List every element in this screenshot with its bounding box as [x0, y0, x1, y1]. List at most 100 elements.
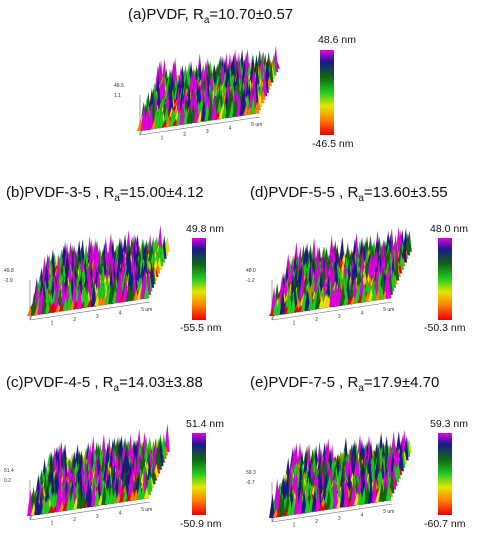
surface-peak: [378, 284, 385, 300]
afm-surface-b: 1 2 3 4 5 um 49.8 -2.9: [4, 225, 170, 327]
z-top-label: 51.4: [4, 468, 14, 474]
scale-min-label: -46.5 nm: [312, 138, 354, 150]
surface-peak: [360, 284, 367, 303]
surface-peak: [211, 92, 218, 121]
surface-peak: [90, 281, 97, 307]
surface-peak: [48, 505, 55, 513]
surface-peak: [90, 479, 97, 507]
x-tick-label: 3: [96, 314, 99, 320]
x-tick-label: 3: [96, 514, 99, 520]
surface-peak: [37, 491, 44, 515]
x-tick-label: 5 um: [383, 509, 394, 515]
color-scale-bar: [438, 238, 452, 320]
afm-surface-c: 1 2 3 4 5 um 51.4 0.2: [4, 424, 170, 527]
scale-min-label: -50.9 nm: [180, 518, 222, 530]
surface-peak: [108, 485, 115, 504]
surface-peak: [136, 482, 143, 500]
surface-peak: [101, 483, 108, 506]
surface-peak: [286, 497, 293, 516]
surface-peak: [30, 292, 37, 316]
x-tick-label: 5 um: [383, 307, 394, 313]
x-tick-label: 3: [206, 129, 209, 135]
scale-max-label: 59.3 nm: [430, 418, 468, 430]
x-tick-label: 5 um: [141, 307, 152, 313]
x-tick-label: 1: [161, 136, 164, 142]
surface-peak: [249, 94, 256, 115]
surface-peak: [143, 486, 150, 499]
x-tick-label: 4: [119, 510, 122, 516]
panel-title: (a)PVDF, Ra=10.70±0.57: [128, 6, 294, 26]
surface-peak: [286, 295, 293, 314]
surface-peak: [343, 480, 350, 508]
z-bottom-label: -0.7: [246, 480, 255, 486]
surface-peak: [321, 293, 328, 309]
surface-peak: [158, 109, 165, 128]
surface-peak: [385, 272, 392, 299]
surface-peak: [311, 487, 318, 512]
panel-b: (b)PVDF-3-5 , Ra=15.00±4.12 1 2 3 4 5 um 49.8…: [0, 180, 242, 360]
surface-peak: [44, 495, 51, 514]
panel-c: (c)PVDF-4-5 , Ra=14.03±3.88 1 2 3 4 5 um 51.4…: [0, 370, 242, 550]
scale-max-label: 48.6 nm: [318, 34, 356, 46]
afm-surface-e: 1 2 3 4 5 um 59.3 -0.7: [246, 430, 412, 529]
panel-title: (d)PVDF-5-5 , Ra=13.60±3.55: [250, 184, 448, 204]
surface-peak: [129, 280, 136, 301]
surface-peak: [186, 103, 193, 124]
x-tick-label: 1: [51, 521, 54, 527]
surface-peak: [242, 104, 249, 116]
scale-min-label: -60.7 nm: [424, 518, 466, 530]
surface-peak: [272, 297, 279, 316]
surface-peak: [179, 97, 186, 125]
surface-peak: [27, 489, 33, 517]
surface-peak: [279, 494, 286, 517]
x-tick-label: 4: [361, 512, 364, 518]
scale-max-label: 48.0 nm: [430, 223, 468, 235]
surface-peak: [76, 280, 83, 309]
surface-peak: [272, 507, 279, 518]
surface-peak: [34, 491, 41, 516]
surface-peak: [104, 486, 111, 505]
x-tick-label: 2: [183, 132, 186, 138]
surface-peak: [204, 101, 211, 122]
surface-peak: [371, 285, 378, 301]
x-tick-label: 5 um: [251, 122, 262, 128]
surface-peak: [140, 103, 147, 131]
surface-peak: [339, 283, 346, 306]
scale-max-label: 49.8 nm: [186, 223, 224, 235]
color-scale-bar: [192, 433, 206, 515]
surface-peak: [147, 101, 154, 130]
surface-peak: [332, 480, 339, 509]
surface-peak: [139, 273, 146, 300]
surface-peak: [115, 491, 122, 503]
x-tick-label: 5 um: [141, 507, 152, 513]
scale-min-label: -50.3 nm: [424, 322, 466, 334]
afm-surface-a: 1 2 3 4 5 um 48.6 1.1: [114, 46, 280, 142]
z-top-label: 49.8: [4, 268, 14, 274]
x-tick-label: 2: [315, 317, 318, 323]
scale-max-label: 51.4 nm: [186, 418, 224, 430]
z-bottom-label: 1.1: [114, 93, 121, 99]
surface-peak: [307, 292, 314, 311]
surface-peak: [69, 489, 76, 510]
surface-peak: [94, 293, 101, 307]
z-top-label: 48.0: [246, 268, 256, 274]
surface-peak: [300, 489, 307, 514]
surface-peak: [193, 96, 200, 123]
x-tick-label: 1: [293, 523, 296, 529]
surface-peak: [290, 294, 297, 313]
surface-peak: [76, 487, 83, 509]
surface-peak: [350, 478, 357, 506]
surface-peak: [225, 96, 232, 118]
surface-peak: [235, 89, 242, 117]
scale-min-label: -55.5 nm: [180, 322, 222, 334]
x-tick-label: 3: [338, 516, 341, 522]
x-tick-label: 2: [73, 517, 76, 523]
surface-peak: [122, 486, 129, 502]
surface-peak: [168, 110, 175, 127]
color-scale-bar: [192, 238, 206, 320]
panel-title: (b)PVDF-3-5 , Ra=15.00±4.12: [6, 184, 204, 204]
surface-peak: [83, 288, 90, 308]
surface-peak: [108, 282, 115, 304]
surface-peak: [332, 280, 339, 307]
surface-peak: [55, 302, 62, 312]
